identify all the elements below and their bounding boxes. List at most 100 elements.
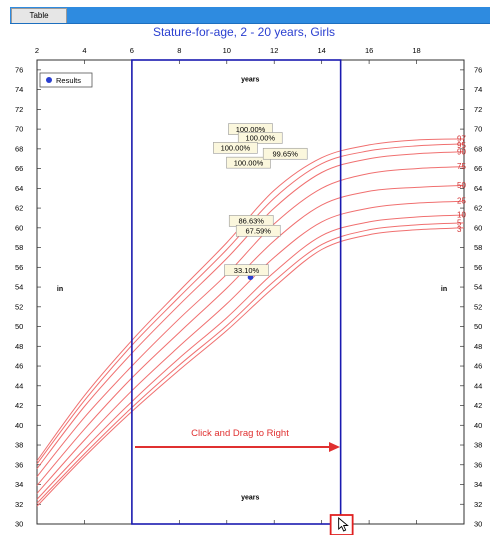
result-label: 33.10% [234,266,260,275]
y-tick-label-right: 44 [474,381,482,390]
y-tick-label-left: 74 [15,85,23,94]
drag-annotation: Click and Drag to Right [135,428,340,452]
percentile-label: 95 [457,141,466,150]
percentile-curve-5 [36,222,465,504]
result-points: 100.00%100.00%100.00%100.00%99.65%86.63%… [213,123,308,280]
y-tick-label-right: 32 [474,500,482,509]
result-label: 100.00% [221,144,251,153]
x-tick-label: 4 [82,46,86,55]
percentile-label: 10 [457,210,466,219]
y-tick-label-left: 58 [15,243,23,252]
result-label-box [224,264,269,276]
y-tick-label-right: 36 [474,460,482,469]
legend: Results [39,72,93,88]
y-tick-label-left: 60 [15,223,23,232]
x-tick-label: 14 [317,46,325,55]
percentile-curve-10 [36,214,465,500]
percentile-curve-25 [36,200,465,494]
y-tick-label-left: 52 [15,302,23,311]
result-label: 67.59% [246,226,272,235]
drag-arrow-head [329,442,340,452]
selected-age-range[interactable] [131,59,342,525]
y-tick-label-right: 30 [474,520,482,529]
drag-instruction: Click and Drag to Right [191,428,289,439]
y-tick-label-left: 38 [15,441,23,450]
y-tick-label-left: 70 [15,125,23,134]
y-tick-label-right: 64 [474,184,482,193]
y-tick-label-left: 42 [15,401,23,410]
y-tick-label-left: 36 [15,460,23,469]
y-tick-label-right: 62 [474,204,482,213]
y-tick-label-right: 60 [474,223,482,232]
y-tick-label-left: 44 [15,381,23,390]
y-tick-label-left: 32 [15,500,23,509]
range-drag-handle[interactable] [329,514,354,535]
x-tick-label: 10 [223,46,231,55]
y-tick-label-left: 68 [15,144,23,153]
y-tick-label-right: 72 [474,105,482,114]
y-tick-label-right: 42 [474,401,482,410]
y-tick-label-left: 50 [15,322,23,331]
y-tick-label-left: 34 [15,480,23,489]
percentile-label: 25 [457,197,466,206]
y-tick-label-left: 66 [15,164,23,173]
y-tick-label-right: 50 [474,322,482,331]
tab-bar [10,7,490,24]
x-tick-label: 12 [270,46,278,55]
y-tick-label-left: 40 [15,421,23,430]
result-label: 86.63% [239,217,265,226]
y-tick-label-right: 40 [474,421,482,430]
x-axis-label-bottom: years [241,494,259,501]
y-axis-label-left: in [57,286,63,293]
x-tick-label: 8 [177,46,181,55]
percentile-curve-90 [36,151,465,470]
y-tick-label-left: 62 [15,204,23,213]
x-tick-label: 6 [130,46,134,55]
percentile-label: 50 [457,181,466,190]
cursor-icon [338,517,349,532]
result-label-box [226,156,271,169]
x-tick-label: 18 [412,46,420,55]
y-tick-label-right: 54 [474,283,482,292]
y-tick-label-left: 54 [15,283,23,292]
percentile-curve-3 [36,227,465,507]
x-axis-ticks: 2 4 6 8 10 12 14 16 18 [35,46,421,524]
percentile-label: 75 [457,162,466,171]
y-tick-label-left: 72 [15,105,23,114]
y-tick-label-left: 64 [15,184,23,193]
y-tick-label-right: 68 [474,144,482,153]
percentile-label: 5 [457,218,462,227]
x-axis-label-top: years [241,77,259,84]
y-tick-label-left: 46 [15,362,23,371]
legend-box [39,72,93,88]
percentile-label: 97 [457,134,466,143]
y-tick-label-right: 70 [474,125,482,134]
legend-marker [46,77,52,83]
y-axis-ticks: 30 30 32 32 34 34 36 36 38 38 40 40 42 42 44 44 46 46 48 48… [15,65,482,528]
legend-label: Results [56,76,81,85]
result-label-box [262,147,308,160]
result-label: 100.00% [234,158,264,167]
result-label-box [235,224,281,237]
y-tick-label-right: 38 [474,441,482,450]
y-tick-label-right: 58 [474,243,482,252]
chart-title: Stature-for-age, 2 - 20 years, Girls [153,25,335,39]
y-tick-label-right: 34 [474,480,482,489]
percentile-curve-75 [36,166,465,477]
y-tick-label-left: 56 [15,263,23,272]
tab-table[interactable]: Table [11,8,67,23]
y-tick-label-right: 56 [474,263,482,272]
result-label-box [237,132,283,144]
result-label: 100.00% [236,125,266,134]
y-tick-label-right: 74 [474,85,482,94]
percentile-label: 3 [457,225,462,234]
percentile-label: 90 [457,147,466,156]
y-tick-label-right: 66 [474,164,482,173]
y-axis-label-right: in [441,286,447,293]
x-tick-label: 2 [35,46,39,55]
y-tick-label-left: 76 [15,65,23,74]
x-tick-label: 16 [365,46,373,55]
result-label: 100.00% [245,134,275,143]
y-tick-label-left: 30 [15,520,23,529]
